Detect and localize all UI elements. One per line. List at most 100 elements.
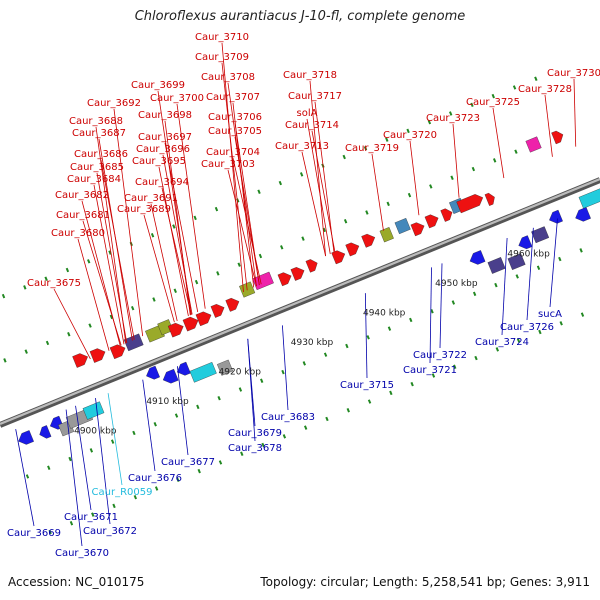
gene-label[interactable]: Caur_3704: [206, 147, 260, 158]
gene-label[interactable]: Caur_R0059: [92, 487, 153, 498]
gene-label[interactable]: Caur_3699: [131, 80, 185, 91]
gene-feature[interactable]: [182, 315, 200, 332]
gene-label[interactable]: Caur_3724: [475, 337, 529, 348]
gene-label[interactable]: Caur_3688: [69, 116, 123, 127]
track-dot: [491, 93, 495, 99]
gene-feature[interactable]: [507, 253, 526, 270]
gene-feature[interactable]: [468, 250, 486, 266]
gene-label[interactable]: Caur_3721: [403, 365, 457, 376]
gene-feature[interactable]: [290, 265, 307, 281]
gene-label[interactable]: Caur_3692: [87, 98, 141, 109]
gene-label[interactable]: Caur_3715: [340, 380, 394, 391]
gene-feature[interactable]: [331, 248, 348, 265]
gene-label[interactable]: Caur_3720: [383, 130, 437, 141]
gene-feature[interactable]: [195, 309, 213, 327]
gene-label[interactable]: Caur_3679: [228, 428, 282, 439]
gene-label[interactable]: Caur_3730: [547, 68, 600, 79]
gene-feature[interactable]: [573, 207, 591, 223]
gene-feature[interactable]: [484, 192, 497, 206]
gene-feature[interactable]: [525, 136, 542, 153]
gene-label[interactable]: Caur_3684: [67, 174, 121, 185]
gene-label[interactable]: Caur_3719: [345, 143, 399, 154]
gene-label[interactable]: Caur_3681: [56, 210, 110, 221]
gene-label[interactable]: Caur_3686: [74, 149, 128, 160]
gene-feature[interactable]: [109, 342, 127, 360]
gene-feature[interactable]: [424, 212, 441, 229]
gene-label[interactable]: Caur_3671: [64, 512, 118, 523]
gene-feature[interactable]: [531, 226, 550, 244]
gene-label[interactable]: Caur_3691: [124, 193, 178, 204]
gene-label[interactable]: Caur_3700: [150, 93, 204, 104]
gene-feature[interactable]: [225, 296, 242, 312]
gene-feature[interactable]: [89, 346, 107, 363]
gene-feature[interactable]: [277, 270, 294, 287]
gene-feature[interactable]: [487, 257, 506, 274]
gene-feature[interactable]: [394, 217, 411, 235]
gene-feature[interactable]: [379, 227, 394, 243]
gene-feature[interactable]: [551, 129, 565, 145]
gene-label[interactable]: Caur_3677: [161, 457, 215, 468]
gene-feature[interactable]: [345, 240, 362, 257]
gene-label[interactable]: Caur_3713: [275, 141, 329, 152]
gene-label[interactable]: Caur_3726: [500, 322, 554, 333]
gene-label[interactable]: Caur_3680: [51, 228, 105, 239]
gene-label[interactable]: Caur_3707: [206, 92, 260, 103]
gene-label[interactable]: Caur_3675: [27, 278, 81, 289]
gene-feature[interactable]: [175, 361, 191, 378]
gene-label[interactable]: Caur_3695: [132, 156, 186, 167]
gene-label[interactable]: Caur_3725: [466, 97, 520, 108]
gene-feature[interactable]: [167, 321, 185, 338]
gene-label[interactable]: Caur_3728: [518, 84, 572, 95]
gene-feature[interactable]: [410, 220, 427, 237]
gene-feature[interactable]: [210, 302, 227, 318]
gene-feature[interactable]: [161, 368, 179, 385]
gene-label[interactable]: Caur_3676: [128, 473, 182, 484]
gene-label[interactable]: Caur_3670: [55, 548, 109, 559]
gene-feature[interactable]: [516, 235, 533, 252]
gene-label[interactable]: Caur_3678: [228, 443, 282, 454]
gene-label[interactable]: Caur_3698: [138, 110, 192, 121]
gene-feature[interactable]: [361, 232, 378, 248]
gene-label[interactable]: Caur_3694: [135, 177, 189, 188]
gene-label[interactable]: Caur_3723: [426, 113, 480, 124]
gene-label[interactable]: sucA: [538, 309, 562, 320]
gene-feature[interactable]: [305, 257, 320, 273]
gene-feature[interactable]: [189, 362, 217, 383]
gene-label[interactable]: Caur_3706: [208, 112, 262, 123]
gene-feature[interactable]: [252, 271, 274, 291]
gene-label[interactable]: Caur_3714: [285, 120, 339, 131]
gene-feature[interactable]: [144, 365, 160, 382]
gene-label[interactable]: Caur_3697: [138, 132, 192, 143]
gene-label[interactable]: solA: [297, 108, 318, 119]
gene-feature[interactable]: [456, 192, 486, 214]
gene-feature[interactable]: [82, 401, 105, 420]
gene-label[interactable]: Caur_3709: [195, 52, 249, 63]
gene-label[interactable]: Caur_3685: [70, 162, 124, 173]
gene-label[interactable]: Caur_3722: [413, 350, 467, 361]
gene-label[interactable]: Caur_3672: [83, 526, 137, 537]
gene-label[interactable]: Caur_3708: [201, 72, 255, 83]
gene-label[interactable]: Caur_3683: [261, 412, 315, 423]
map-title: Chloroflexus aurantiacus J-10-fl, comple…: [134, 9, 466, 24]
strand-dot-tracks: [1, 76, 585, 535]
gene-label[interactable]: Caur_3710: [195, 32, 249, 43]
gene-label[interactable]: Caur_3718: [283, 70, 337, 81]
gene-label[interactable]: Caur_3669: [7, 528, 61, 539]
gene-feature[interactable]: [16, 430, 34, 446]
gene-label[interactable]: Caur_3696: [136, 144, 190, 155]
gene-label[interactable]: Caur_3717: [288, 91, 342, 102]
gene-label[interactable]: Caur_3689: [117, 204, 171, 215]
gene-feature[interactable]: [72, 351, 89, 368]
gene-label[interactable]: Caur_3682: [55, 190, 109, 201]
gene-labels[interactable]: Caur_3710 Caur_3709 Caur_3708 Caur_3718 Caur…: [7, 32, 600, 559]
gene-feature[interactable]: [37, 425, 52, 440]
gene-features[interactable]: [16, 82, 600, 447]
gene-label[interactable]: Caur_3705: [208, 126, 262, 137]
gene-label[interactable]: Caur_3687: [72, 128, 126, 139]
gene-feature[interactable]: [547, 209, 563, 226]
gene-feature[interactable]: [440, 207, 455, 222]
gene-feature[interactable]: [217, 359, 234, 376]
gene-feature[interactable]: [578, 183, 600, 209]
gene-label[interactable]: Caur_3703: [201, 159, 255, 170]
